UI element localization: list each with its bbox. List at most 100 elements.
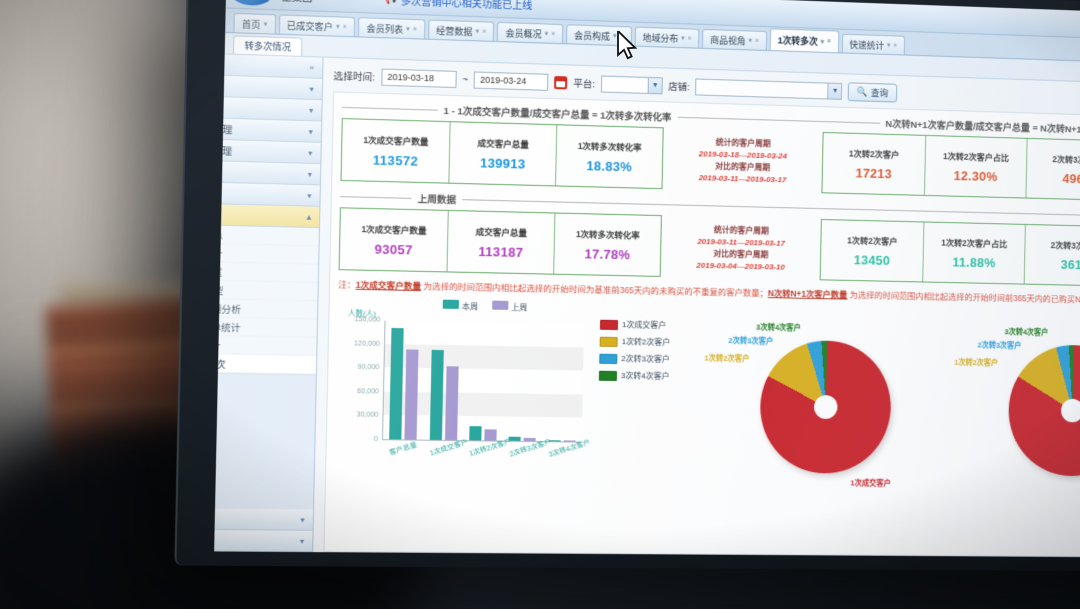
- tab-menu-icon[interactable]: ▾: [263, 21, 268, 29]
- legend-swatch: [442, 299, 460, 309]
- stat-label: 1次成交客户数量: [361, 223, 427, 236]
- bar: [404, 349, 419, 440]
- tab-menu-icon[interactable]: ▾: [820, 38, 825, 46]
- date-from-input[interactable]: 2019-03-18: [380, 68, 457, 88]
- chevron-down-icon: ▾: [307, 169, 312, 179]
- period-range: 2019-03-11—2019-03-17: [697, 236, 785, 248]
- bar-chart: 本周 上周 人数(人) 0 30,000 60,000 90,000 120,000 150…: [334, 298, 598, 483]
- sidebar-group-label: 回购客户管理: [214, 144, 233, 158]
- period-block: 统计的客户周期 2019-03-11—2019-03-17 对比的客户周期 20…: [669, 215, 814, 280]
- tab-menu-icon[interactable]: ▾: [406, 25, 410, 34]
- tab-close-icon[interactable]: ×: [482, 27, 487, 36]
- stat-cell: 成交客户总量 139913: [449, 122, 558, 186]
- tab[interactable]: 已成交客户 ▾ ×: [278, 14, 356, 37]
- period-label: 对比的客户周期: [713, 249, 769, 260]
- bar-group: [508, 436, 537, 442]
- date-to-input[interactable]: 2019-03-24: [473, 70, 549, 91]
- stat-cell: 1次转2次客户 17213: [822, 132, 927, 195]
- bar: [484, 429, 497, 441]
- org-selector[interactable]: 全集团: [282, 0, 313, 4]
- legend-item[interactable]: 1次转2次客户: [599, 336, 699, 349]
- detail-box: 1次转2次客户 17213 1次转2次客户占比 12.30% 2次转3次客户 49602次…: [821, 131, 1080, 204]
- sidebar-groups: 订单数据▾会员数据▾潜在客户管理▾回购客户管理▾会员分析▾积分管理▾数据统计▴订…: [214, 74, 323, 376]
- chevron-down-icon: ▾: [308, 126, 313, 136]
- tab[interactable]: 快速统计 ▾ ×: [841, 33, 906, 55]
- sidebar-group[interactable]: 潜在客户管理 ▾: [214, 117, 322, 143]
- sidebar-item[interactable]: 全客户单统计: [214, 316, 318, 338]
- tab-menu-icon[interactable]: ▾: [336, 23, 340, 31]
- sidebar-item[interactable]: 1次转多次: [214, 353, 317, 375]
- stat-label: 成交客户总量: [475, 226, 528, 238]
- sidebar-header[interactable]: 菜单导航 «: [214, 52, 323, 79]
- chevron-down-icon: ▾: [307, 190, 312, 200]
- tab-close-icon[interactable]: ×: [551, 30, 556, 38]
- stat-cell: 1次转2次客户占比 12.30%: [924, 135, 1028, 198]
- tab-close-icon[interactable]: ×: [754, 37, 760, 45]
- search-icon: 🔍: [856, 86, 868, 97]
- sidebar-group[interactable]: 积分管理▾: [214, 181, 320, 207]
- sidebar-item[interactable]: 回购周期分析: [214, 298, 318, 320]
- tab[interactable]: 地域分布 ▾ ×: [634, 26, 700, 48]
- sidebar-item[interactable]: 订单汇总: [214, 224, 319, 247]
- query-button[interactable]: 🔍 查询: [848, 81, 898, 103]
- platform-select[interactable]: ▼: [600, 74, 663, 94]
- tab-label: 首页: [241, 18, 261, 30]
- pie-slice-label: 3次转4次客户: [1004, 327, 1049, 337]
- legend-item[interactable]: 本周: [442, 299, 479, 313]
- sidebar-item[interactable]: 会员统计: [214, 242, 319, 265]
- tab-menu-icon[interactable]: ▾: [887, 42, 891, 50]
- tab[interactable]: 会员概况 ▾ ×: [497, 21, 564, 44]
- collapse-icon[interactable]: «: [309, 62, 315, 73]
- subtab-conversion[interactable]: 转多次情况: [232, 35, 303, 56]
- sidebar-item[interactable]: RFM模型: [214, 279, 318, 302]
- sidebar-group[interactable]: 会员分析▾: [214, 159, 321, 186]
- sidebar-item[interactable]: 会员方案: [214, 261, 319, 283]
- pie-slice-label: 1次成交客户: [850, 478, 891, 488]
- pie-slice-label: 1次转2次客户: [954, 357, 999, 368]
- tab-menu-icon[interactable]: ▾: [748, 37, 753, 45]
- tab-menu-icon[interactable]: ▾: [475, 28, 480, 36]
- sidebar-group[interactable]: 订单数据▾: [214, 74, 323, 101]
- calendar-icon[interactable]: [554, 75, 568, 89]
- pie-slice-label: 1次转2次客户: [704, 353, 750, 364]
- announcement[interactable]: 📢 多次营销中心相关功能已上线: [384, 0, 532, 12]
- sidebar-group[interactable]: 协同办公▾: [214, 508, 314, 531]
- tab-close-icon[interactable]: ×: [342, 23, 348, 31]
- tab[interactable]: 经营数据 ▾ ×: [427, 19, 495, 41]
- stat-label: 1次转2次客户: [847, 234, 898, 246]
- tab-close-icon[interactable]: ×: [893, 41, 898, 49]
- legend-item[interactable]: 上周: [492, 300, 527, 314]
- tab[interactable]: 1次转多次 ▾ ×: [769, 28, 839, 53]
- sidebar-group[interactable]: 系统管理▾: [214, 529, 313, 553]
- sidebar-group[interactable]: 数据统计▴: [214, 202, 320, 229]
- tab[interactable]: 首页 ▾: [233, 12, 276, 34]
- tab-menu-icon[interactable]: ▾: [544, 30, 549, 38]
- sidebar-item[interactable]: 商品统计: [214, 335, 317, 357]
- tab-close-icon[interactable]: ×: [826, 38, 831, 46]
- chevron-down-icon: ▾: [308, 148, 313, 158]
- tab-label: 地域分布: [642, 32, 679, 44]
- y-tick: 90,000: [357, 364, 380, 372]
- sidebar-bottom-groups: 协同办公▾系统管理▾: [214, 508, 314, 553]
- tab-label: 已成交客户: [286, 20, 334, 32]
- legend-item[interactable]: 2次转3次客户: [599, 353, 698, 366]
- tab-close-icon[interactable]: ×: [687, 34, 692, 42]
- shop-select[interactable]: ▼: [695, 77, 843, 100]
- tab-menu-icon[interactable]: ▾: [681, 35, 685, 43]
- period-range: 2019-03-04—2019-03-10: [696, 260, 785, 272]
- tab[interactable]: 会员列表 ▾ ×: [358, 17, 426, 39]
- charts-row: 本周 上周 人数(人) 0 30,000 60,000 90,000 120,000 150…: [333, 293, 1080, 557]
- tab[interactable]: 商品视角 ▾ ×: [702, 28, 768, 50]
- stat-value: 11.88%: [952, 254, 996, 270]
- stat-value: 3618: [1060, 256, 1080, 272]
- sidebar-group-label: 潜在客户管理: [214, 123, 233, 137]
- bar-chart-legend: 本周 上周: [379, 298, 591, 314]
- legend-item[interactable]: 1次成交客户: [599, 319, 699, 332]
- sidebar-submenu: 订单汇总 会员统计 会员方案 RFM模型 回购周期分析 全客户单统计 商品统计 1次转多次: [214, 224, 319, 376]
- sidebar-group[interactable]: 回购客户管理 ▾: [214, 138, 321, 165]
- legend-item[interactable]: 3次转4次客户: [598, 370, 698, 383]
- sidebar-group[interactable]: 会员数据▾: [214, 95, 322, 122]
- tab-close-icon[interactable]: ×: [412, 25, 417, 33]
